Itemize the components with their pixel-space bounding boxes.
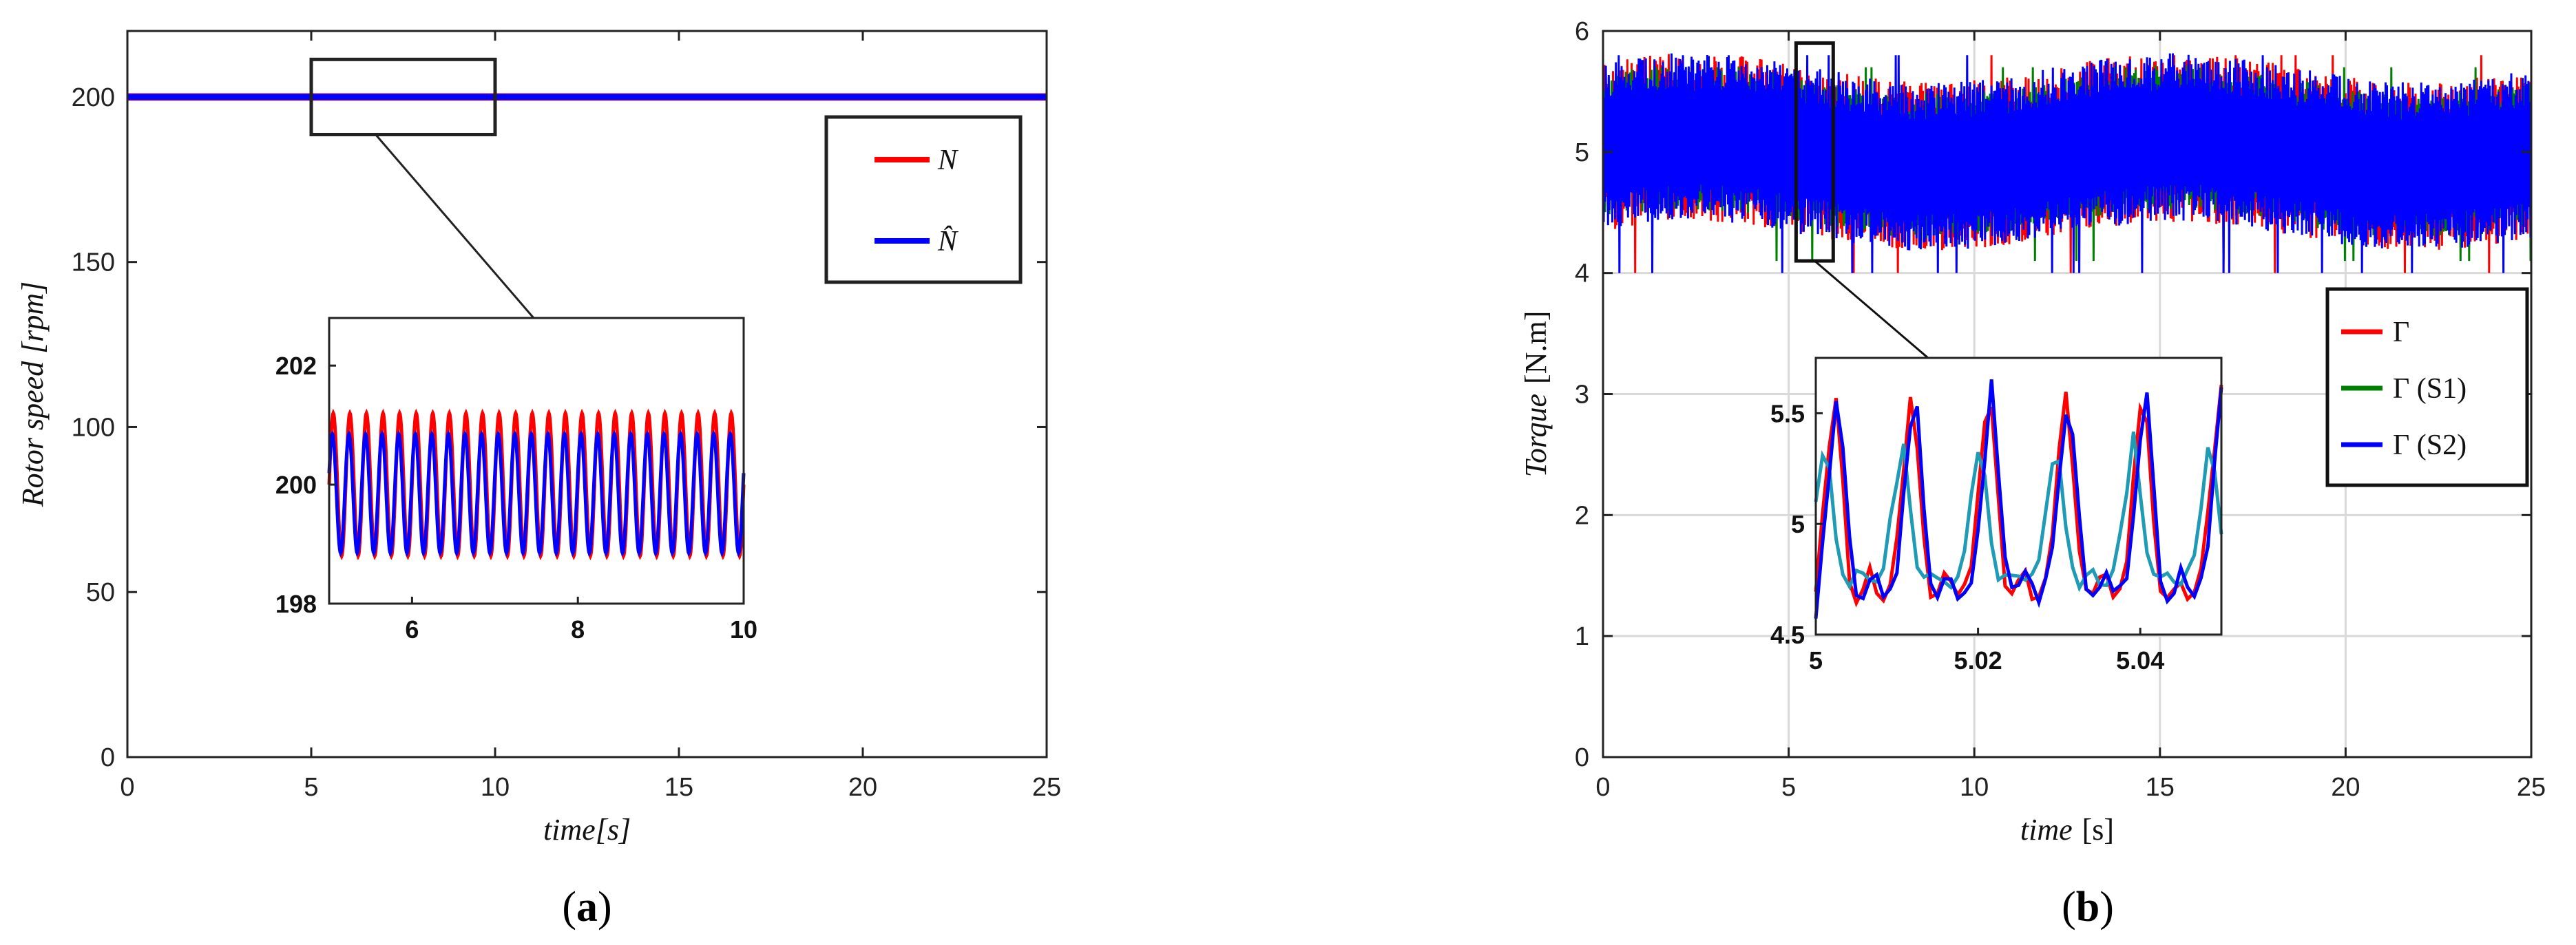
zoom-box-a: [309, 57, 497, 136]
x-tick-label-a: 25: [1032, 773, 1061, 802]
legend-label-a-1: N: [937, 145, 959, 176]
y-tick-label-a: 100: [72, 413, 115, 442]
y-tick-label-b: 4: [1575, 259, 1589, 288]
x-tick-label-b: 25: [2517, 773, 2546, 802]
caption-letter-b: b: [2076, 884, 2099, 931]
series-line-b-3: [1602, 53, 2533, 273]
inset-x-tick-label-a: 6: [405, 615, 419, 644]
y-tick-label-b: 0: [1575, 743, 1589, 772]
y-tick-label-a: 0: [101, 743, 115, 772]
x-tick-label-a: 0: [120, 773, 134, 802]
x-tick-label-b: 0: [1595, 773, 1610, 802]
inset-series-b-2: [1814, 432, 2223, 593]
caption-b: (b): [2062, 884, 2114, 931]
x-axis-label-b: time [s]: [2020, 813, 2114, 847]
x-tick-label-a: 5: [304, 773, 318, 802]
x-axis-label-b-unit: [s]: [2082, 813, 2114, 847]
inset-y-tick-label-b: 5: [1791, 510, 1805, 538]
y-axis-label-b-unit: [N.m]: [1519, 311, 1553, 384]
inset-y-tick-label-b: 4.5: [1770, 621, 1805, 649]
y-axis-label-a: Rotor speed [rpm]: [16, 282, 50, 508]
inset-x-tick-label-a: 10: [730, 615, 757, 644]
y-axis-label-b: Torque [N.m]: [1519, 311, 1553, 478]
y-tick-label-a: 50: [86, 578, 115, 607]
zoom-connector-b: [1814, 259, 1929, 359]
y-tick-label-a: 200: [72, 83, 115, 112]
inset-series-b-1: [1814, 385, 2223, 608]
inset-x-tick-label-a: 8: [571, 615, 585, 644]
y-tick-label-b: 2: [1575, 501, 1589, 530]
caption-open-a: (: [562, 884, 576, 931]
legend-label-a-2: N̂: [937, 225, 959, 257]
zoom-connector-a: [375, 134, 535, 319]
inset-x-tick-label-b: 5.04: [2116, 646, 2164, 675]
y-tick-label-b: 1: [1575, 622, 1589, 651]
inset-y-tick-label-a: 198: [275, 590, 317, 618]
legend-box-a: [824, 115, 1023, 284]
inset-series-b-3: [1814, 379, 2223, 619]
y-tick-label-b: 3: [1575, 381, 1589, 410]
legend-label-b-2: Γ (S1): [2393, 373, 2467, 405]
y-tick-label-a: 150: [72, 248, 115, 277]
x-tick-label-b: 15: [2146, 773, 2175, 802]
x-tick-label-b: 5: [1781, 773, 1796, 802]
inset-y-tick-label-a: 200: [275, 471, 317, 499]
chart-a: 0 5 10 15 20 25 0 50 100 150 200 6 8 10 198 200 202 N N̂ ti…: [16, 30, 1061, 931]
x-axis-label-a: time[s]: [543, 813, 631, 847]
caption-close-b: ): [2099, 884, 2114, 931]
legend-label-b-1: Γ: [2393, 317, 2409, 348]
x-tick-label-b: 20: [2331, 773, 2360, 802]
inset-y-tick-label-b: 5.5: [1770, 399, 1805, 427]
caption-a: (a): [562, 884, 611, 931]
plot-frame-b: [1602, 30, 2533, 758]
plot-frame-a: [126, 30, 1048, 758]
caption-letter-a: a: [576, 884, 598, 931]
y-axis-label-b-name: Torque: [1519, 394, 1553, 477]
x-axis-label-b-name: time: [2020, 813, 2073, 847]
inset-y-tick-label-a: 202: [275, 352, 317, 380]
caption-close-a: ): [598, 884, 612, 931]
inset-frame-a: [328, 317, 745, 605]
y-tick-label-b: 5: [1575, 138, 1589, 167]
caption-open-b: (: [2062, 884, 2076, 931]
series-line-a-2: [126, 94, 1048, 100]
inset-x-tick-label-b: 5.02: [1954, 646, 2002, 675]
x-tick-label-a: 10: [481, 773, 510, 802]
y-tick-label-b: 6: [1575, 17, 1589, 46]
x-tick-label-b: 10: [1960, 773, 1989, 802]
x-tick-label-a: 15: [664, 773, 693, 802]
legend-label-b-3: Γ (S2): [2393, 429, 2467, 461]
inset-series-a-2: [327, 430, 746, 558]
x-tick-label-a: 20: [848, 773, 877, 802]
inset-x-tick-label-b: 5: [1809, 646, 1823, 675]
inset-frame-b: [1814, 357, 2223, 636]
